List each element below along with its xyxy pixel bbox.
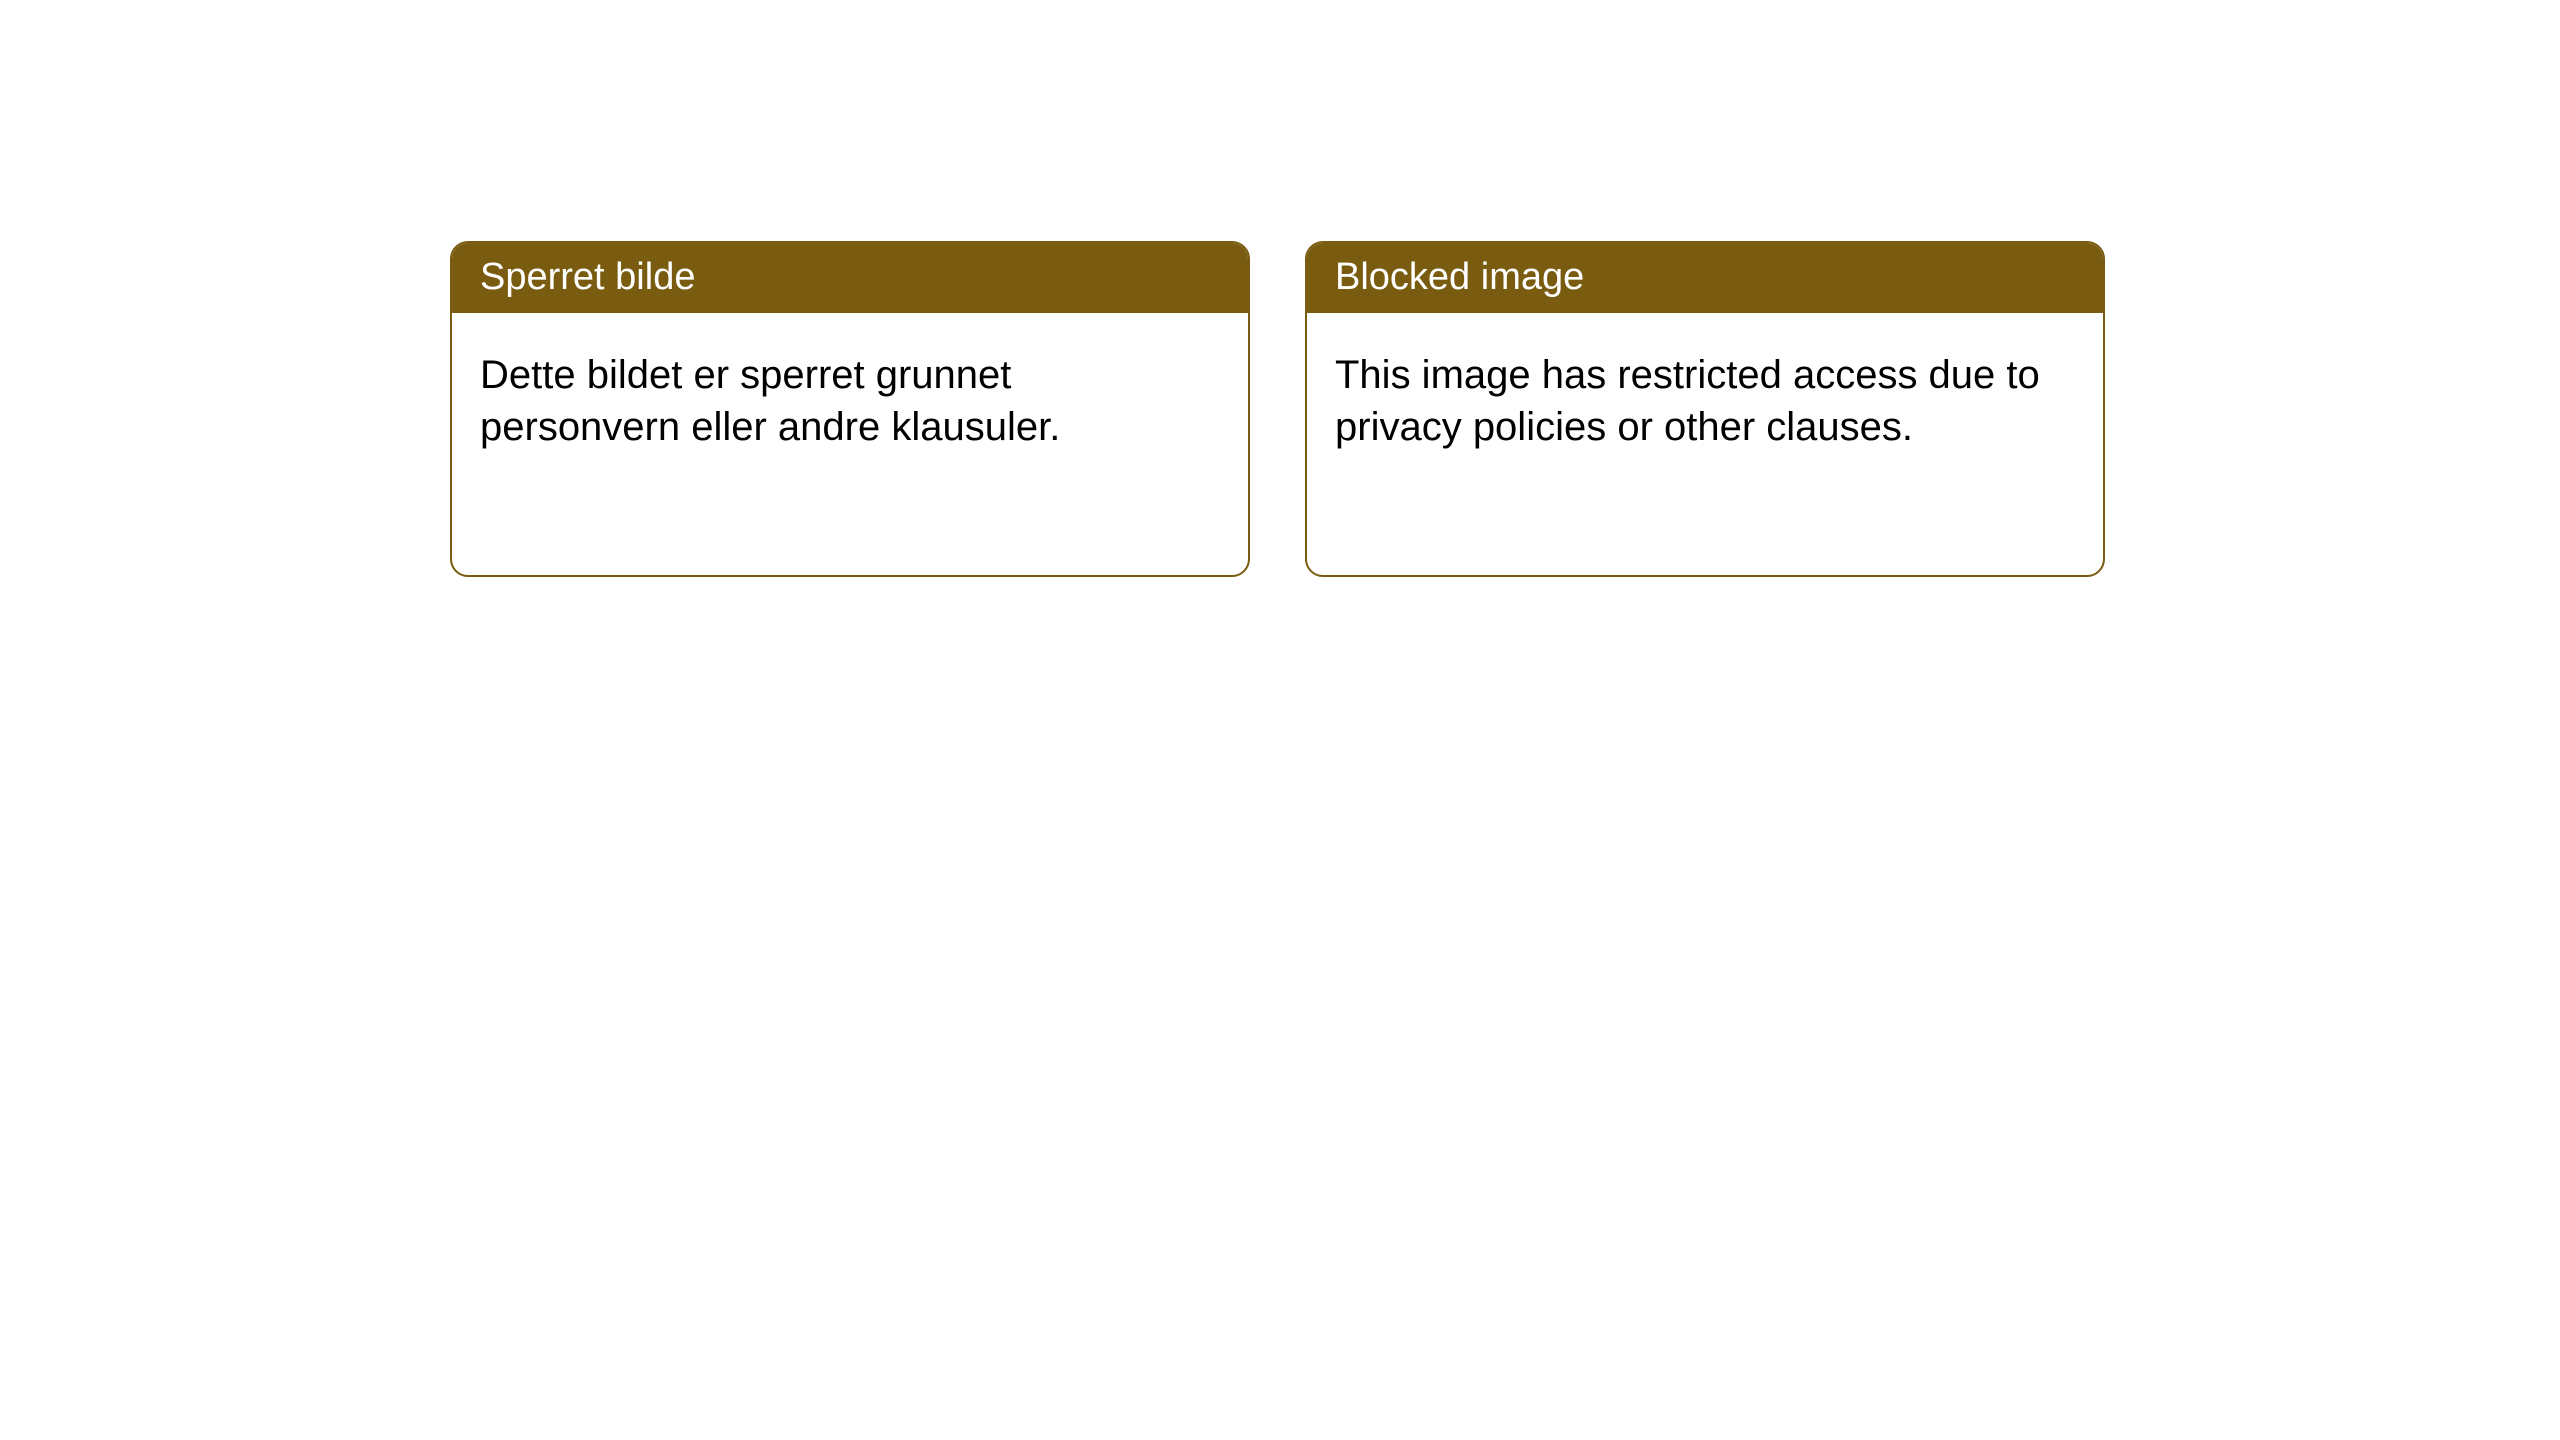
notice-container: Sperret bilde Dette bildet er sperret gr… (450, 241, 2105, 577)
notice-message: Dette bildet er sperret grunnet personve… (480, 353, 1060, 449)
notice-header: Sperret bilde (452, 243, 1248, 313)
notice-header: Blocked image (1307, 243, 2103, 313)
notice-message: This image has restricted access due to … (1335, 353, 2040, 449)
notice-card-english: Blocked image This image has restricted … (1305, 241, 2105, 577)
notice-card-norwegian: Sperret bilde Dette bildet er sperret gr… (450, 241, 1250, 577)
notice-title: Sperret bilde (480, 256, 695, 298)
notice-body: Dette bildet er sperret grunnet personve… (452, 313, 1248, 489)
notice-title: Blocked image (1335, 256, 1584, 298)
notice-body: This image has restricted access due to … (1307, 313, 2103, 489)
